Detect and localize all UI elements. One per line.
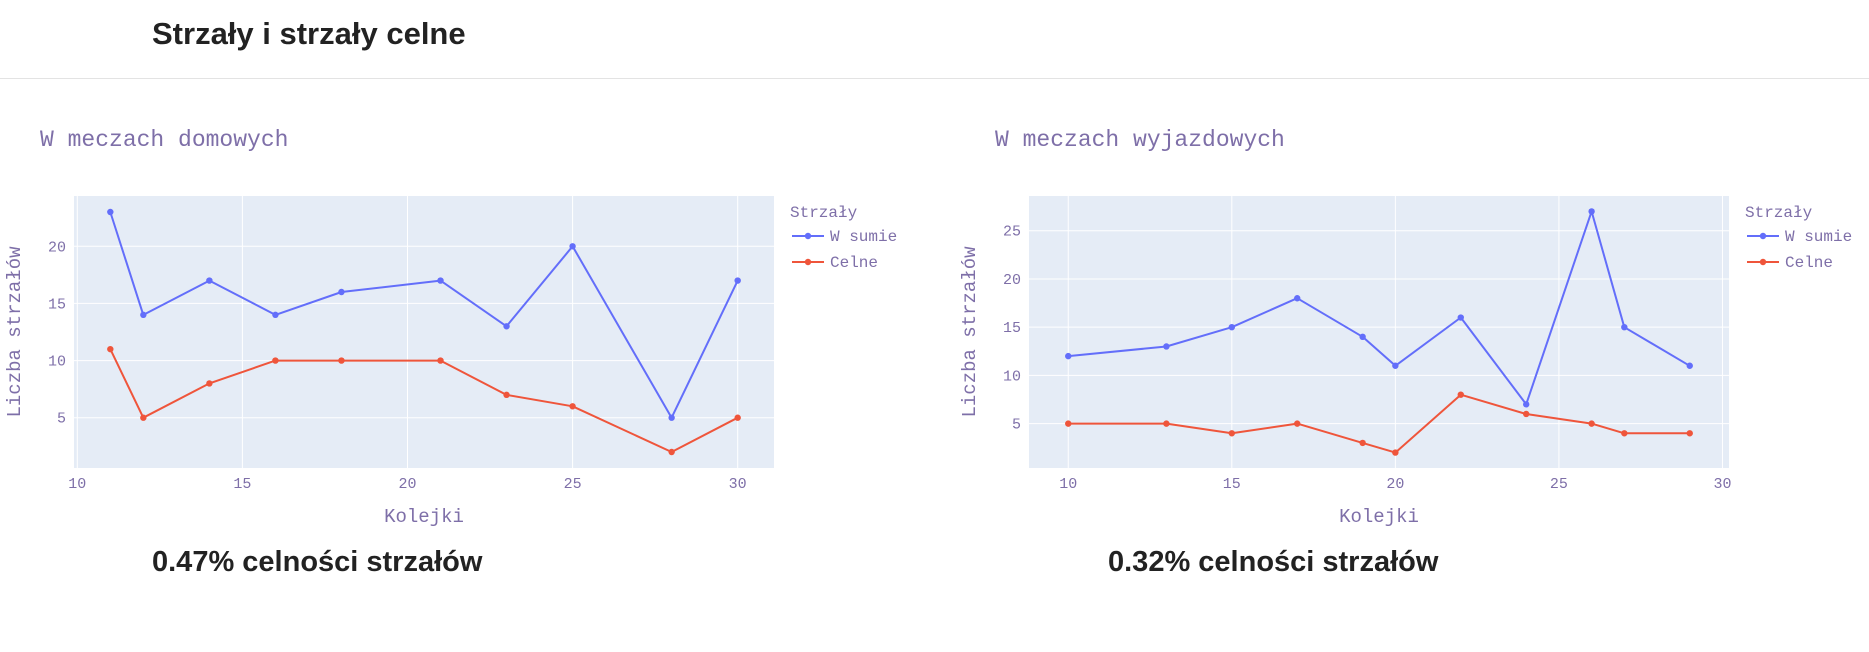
- legend-item-on-target[interactable]: Celne: [1747, 254, 1833, 272]
- chart-title: W meczach domowych: [40, 127, 288, 153]
- data-point-on-target[interactable]: [1294, 420, 1301, 427]
- x-tick-label: 20: [1386, 476, 1404, 493]
- series-line-total: [109, 211, 739, 419]
- data-point-total[interactable]: [1228, 323, 1236, 331]
- y-tick-label: 15: [1003, 320, 1021, 337]
- data-point-on-target[interactable]: [1686, 430, 1693, 437]
- chart-home-matches: W meczach domowych 10 15 20 25 30 5 10 15 20 Kolej…: [0, 100, 920, 540]
- data-point-total[interactable]: [569, 243, 576, 250]
- legend-item-total[interactable]: W sumie: [792, 228, 897, 246]
- legend-label: Celne: [830, 254, 878, 272]
- legend-swatch-marker: [804, 258, 812, 266]
- data-point-total[interactable]: [1392, 362, 1399, 369]
- legend-swatch-marker: [1759, 232, 1767, 240]
- data-point-on-target[interactable]: [1359, 439, 1366, 447]
- data-point-total[interactable]: [206, 277, 213, 284]
- y-tick-label: 15: [48, 296, 66, 313]
- data-point-total[interactable]: [338, 288, 345, 296]
- x-tick-label: 20: [398, 476, 416, 493]
- data-point-on-target[interactable]: [206, 380, 213, 387]
- x-axis-label: Kolejki: [384, 506, 464, 528]
- chart-home-svg: W meczach domowych 10 15 20 25 30 5 10 15 20 Kolej…: [4, 127, 897, 528]
- data-point-total[interactable]: [1686, 362, 1693, 369]
- legend-title: Strzały: [790, 204, 858, 222]
- data-point-on-target[interactable]: [1457, 391, 1464, 398]
- x-axis-label: Kolejki: [1339, 506, 1419, 528]
- y-tick-label: 10: [48, 354, 66, 371]
- y-axis-label: Liczba strzałów: [959, 246, 981, 418]
- data-point-total[interactable]: [107, 208, 114, 216]
- data-point-on-target[interactable]: [140, 414, 147, 421]
- legend-swatch-marker: [1759, 258, 1767, 266]
- y-tick-label: 25: [1003, 224, 1021, 241]
- data-point-on-target[interactable]: [1228, 430, 1236, 437]
- data-point-on-target[interactable]: [1588, 420, 1595, 427]
- data-point-total[interactable]: [1457, 314, 1464, 321]
- data-point-total[interactable]: [734, 277, 741, 284]
- y-tick-label: 5: [1012, 417, 1021, 434]
- x-tick-label: 25: [564, 476, 582, 493]
- legend-label: Celne: [1785, 254, 1833, 272]
- data-point-total[interactable]: [503, 323, 510, 330]
- series-line-on-target: [109, 348, 739, 453]
- data-point-on-target[interactable]: [1392, 449, 1399, 456]
- data-point-on-target[interactable]: [668, 448, 675, 456]
- page-title: Strzały i strzały celne: [152, 16, 466, 51]
- data-point-on-target[interactable]: [1621, 430, 1628, 437]
- page-header: Strzały i strzały celne: [0, 0, 1869, 79]
- data-point-total[interactable]: [1588, 208, 1595, 215]
- data-point-total[interactable]: [1522, 401, 1530, 408]
- y-axis-label: Liczba strzałów: [4, 246, 26, 418]
- x-tick-label: 15: [233, 476, 251, 493]
- data-point-total[interactable]: [1359, 333, 1366, 341]
- legend-item-on-target[interactable]: Celne: [792, 254, 878, 272]
- y-tick-label: 20: [1003, 272, 1021, 289]
- data-point-total[interactable]: [272, 311, 279, 319]
- legend-item-total[interactable]: W sumie: [1747, 228, 1852, 246]
- data-point-on-target[interactable]: [107, 345, 114, 353]
- away-accuracy-text: 0.32% celności strzałów: [1108, 546, 1439, 578]
- data-point-total[interactable]: [1065, 352, 1072, 360]
- data-point-on-target[interactable]: [338, 357, 345, 364]
- chart-away-matches: W meczach wyjazdowych 10 15 20 25 30 5 10 15 20 25…: [955, 100, 1869, 540]
- data-point-on-target[interactable]: [272, 357, 279, 364]
- data-point-on-target[interactable]: [569, 403, 576, 410]
- plot-background: [1029, 196, 1729, 468]
- data-point-total[interactable]: [1163, 343, 1170, 350]
- y-tick-label: 10: [1003, 368, 1021, 385]
- chart-away-svg: W meczach wyjazdowych 10 15 20 25 30 5 10 15 20 25…: [959, 127, 1852, 528]
- data-point-on-target[interactable]: [437, 357, 444, 364]
- chart-title: W meczach wyjazdowych: [995, 127, 1285, 153]
- data-point-total[interactable]: [140, 311, 147, 319]
- x-tick-label: 15: [1223, 476, 1241, 493]
- data-point-total[interactable]: [668, 414, 675, 421]
- legend-swatch-marker: [804, 232, 812, 240]
- data-point-total[interactable]: [437, 277, 444, 284]
- y-tick-label: 20: [48, 239, 66, 256]
- x-tick-label: 10: [68, 476, 86, 493]
- data-point-on-target[interactable]: [734, 414, 741, 421]
- x-tick-label: 10: [1059, 476, 1077, 493]
- x-tick-label: 30: [1713, 476, 1731, 493]
- home-accuracy-text: 0.47% celności strzałów: [152, 546, 483, 578]
- x-tick-label: 30: [729, 476, 747, 493]
- legend-title: Strzały: [1745, 204, 1813, 222]
- legend-label: W sumie: [830, 228, 897, 246]
- data-point-total[interactable]: [1294, 295, 1301, 302]
- plot-background: [74, 196, 774, 468]
- data-point-on-target[interactable]: [1163, 420, 1170, 427]
- y-tick-label: 5: [57, 411, 66, 428]
- legend-label: W sumie: [1785, 228, 1852, 246]
- data-point-on-target[interactable]: [1522, 410, 1530, 418]
- data-point-total[interactable]: [1621, 323, 1628, 331]
- x-tick-label: 25: [1550, 476, 1568, 493]
- data-point-on-target[interactable]: [503, 391, 510, 399]
- data-point-on-target[interactable]: [1065, 420, 1072, 427]
